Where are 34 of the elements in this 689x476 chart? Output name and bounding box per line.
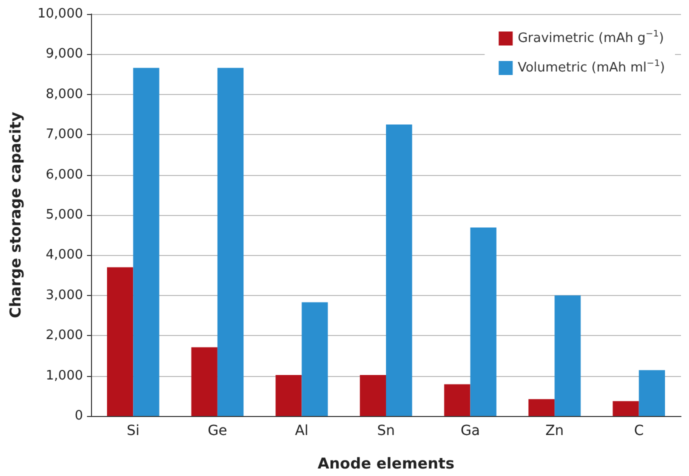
- y-axis-title: Charge storage capacity: [6, 112, 24, 318]
- y-tick-label: 1,000: [46, 368, 83, 384]
- bar: [444, 384, 470, 416]
- bar: [386, 124, 412, 416]
- x-tick-label: Ge: [208, 423, 228, 439]
- y-tick-label: 3,000: [46, 288, 83, 303]
- x-tick-label: Al: [294, 423, 308, 439]
- y-tick-label: 2,000: [46, 328, 83, 344]
- y-tick-label: 9,000: [46, 46, 83, 62]
- bar: [217, 68, 244, 416]
- y-tick-label: 4,000: [46, 248, 83, 263]
- y-tick-label: 5,000: [46, 208, 83, 222]
- bar: [133, 68, 160, 416]
- bar: [554, 295, 581, 416]
- bar: [638, 370, 665, 416]
- y-tick-label: 8,000: [46, 86, 83, 102]
- y-tick-label: 0: [74, 408, 83, 424]
- bar: [612, 401, 639, 416]
- bar: [191, 347, 218, 416]
- bar: [470, 227, 496, 416]
- y-tick-label: 7,000: [46, 127, 83, 142]
- x-tick-label: Si: [126, 423, 140, 439]
- x-tick-label: Zn: [545, 423, 564, 439]
- x-tick-label: Sn: [377, 423, 395, 439]
- bar: [528, 399, 555, 416]
- y-tick-label: 6,000: [46, 167, 83, 182]
- y-tick-label: 10,000: [38, 6, 83, 22]
- x-tick-label: Ga: [460, 423, 480, 439]
- x-tick-label: C: [634, 423, 644, 439]
- x-axis-title: Anode elements: [318, 454, 454, 472]
- bar: [302, 302, 328, 416]
- bar: [107, 267, 134, 416]
- bar: [360, 374, 386, 416]
- bar: [276, 374, 302, 416]
